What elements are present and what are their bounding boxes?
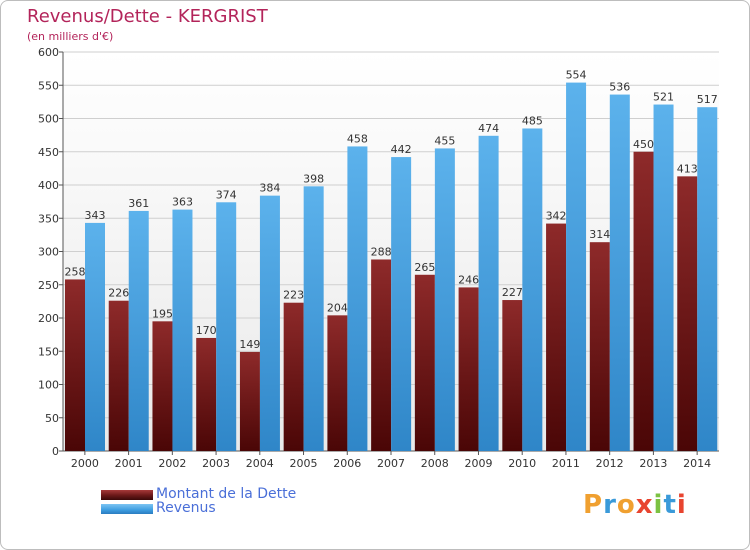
y-tick-label: 200 — [38, 312, 59, 325]
x-tick-label: 2012 — [596, 457, 624, 470]
data-label-dette: 265 — [414, 261, 435, 274]
x-tick-label: 2006 — [333, 457, 361, 470]
data-label-dette: 314 — [589, 228, 610, 241]
bar-revenus — [522, 128, 543, 451]
bar-revenus — [128, 210, 149, 451]
x-tick-label: 2011 — [552, 457, 580, 470]
y-tick-label: 300 — [38, 246, 59, 259]
data-label-revenus: 374 — [216, 188, 237, 201]
bar-dette — [371, 259, 392, 451]
data-label-revenus: 343 — [85, 209, 106, 222]
data-label-revenus: 485 — [522, 114, 543, 127]
x-tick-label: 2008 — [421, 457, 449, 470]
data-label-revenus: 442 — [391, 143, 412, 156]
bar-dette — [239, 351, 260, 451]
data-label-dette: 342 — [546, 210, 567, 223]
data-label-revenus: 536 — [609, 81, 630, 94]
data-label-dette: 149 — [239, 338, 260, 351]
bar-revenus — [172, 209, 193, 451]
y-tick-label: 400 — [38, 179, 59, 192]
legend-label-dette: Montant de la Dette — [156, 486, 297, 502]
x-tick-label: 2013 — [639, 457, 667, 470]
data-label-revenus: 521 — [653, 91, 674, 104]
data-label-revenus: 517 — [697, 93, 718, 106]
legend-swatch-revenus — [101, 504, 153, 514]
x-tick-label: 2010 — [508, 457, 536, 470]
y-tick-label: 500 — [38, 113, 59, 126]
bar-revenus — [259, 195, 280, 451]
bar-revenus — [216, 202, 237, 451]
bar-revenus — [434, 148, 455, 452]
bar-revenus — [566, 82, 587, 451]
x-tick-label: 2005 — [290, 457, 318, 470]
data-label-dette: 227 — [502, 286, 523, 299]
data-label-dette: 413 — [677, 162, 698, 175]
bar-dette — [458, 287, 479, 451]
proxiti-logo: Proxiti — [583, 490, 687, 520]
data-label-dette: 170 — [196, 324, 217, 337]
bar-revenus — [609, 94, 630, 451]
x-tick-label: 2009 — [464, 457, 492, 470]
bar-dette — [677, 176, 698, 452]
y-tick-label: 100 — [38, 379, 59, 392]
bar-revenus — [303, 186, 324, 451]
chart-title: Revenus/Dette - KERGRIST — [27, 6, 268, 27]
data-label-dette: 226 — [108, 287, 129, 300]
y-tick-label: 600 — [38, 46, 59, 59]
bar-revenus — [653, 104, 674, 451]
bar-revenus — [697, 107, 718, 451]
y-tick-label: 0 — [52, 445, 59, 458]
bar-dette — [152, 321, 173, 451]
y-tick-label: 250 — [38, 279, 59, 292]
y-tick-label: 350 — [38, 212, 59, 225]
data-label-revenus: 363 — [172, 196, 193, 209]
bar-revenus — [85, 222, 105, 451]
x-tick-label: 2002 — [158, 457, 186, 470]
bar-revenus — [347, 146, 368, 451]
y-tick-label: 550 — [38, 79, 59, 92]
x-tick-label: 2014 — [683, 457, 711, 470]
data-label-revenus: 458 — [347, 132, 368, 145]
data-label-dette: 258 — [65, 265, 86, 278]
x-tick-label: 2003 — [202, 457, 230, 470]
data-label-revenus: 361 — [128, 197, 149, 210]
x-tick-label: 2001 — [115, 457, 143, 470]
data-label-revenus: 554 — [566, 69, 587, 82]
x-tick-label: 2000 — [71, 457, 99, 470]
legend-label-revenus: Revenus — [156, 500, 216, 516]
bar-revenus — [391, 157, 412, 451]
data-label-dette: 450 — [633, 138, 654, 151]
data-label-dette: 246 — [458, 273, 479, 286]
legend-swatch-dette — [101, 490, 153, 500]
data-label-revenus: 474 — [478, 122, 499, 135]
bar-dette — [502, 300, 523, 451]
bar-revenus — [478, 135, 499, 452]
bar-dette — [546, 223, 567, 451]
bar-dette — [633, 151, 654, 451]
chart-subtitle: (en milliers d'€) — [27, 30, 114, 43]
x-tick-label: 2007 — [377, 457, 405, 470]
y-tick-label: 450 — [38, 146, 59, 159]
data-label-dette: 288 — [371, 245, 392, 258]
data-label-dette: 204 — [327, 301, 348, 314]
bar-dette — [196, 337, 217, 451]
bar-dette — [108, 300, 129, 451]
data-label-revenus: 384 — [259, 182, 280, 195]
data-label-dette: 223 — [283, 289, 304, 302]
bar-dette — [283, 302, 304, 451]
bar-dette — [589, 242, 610, 451]
y-tick-label: 50 — [45, 412, 59, 425]
data-label-revenus: 455 — [434, 134, 455, 147]
y-tick-label: 150 — [38, 345, 59, 358]
bar-dette — [327, 315, 348, 451]
bar-dette — [65, 279, 85, 451]
data-label-dette: 195 — [152, 307, 173, 320]
bar-dette — [414, 274, 435, 451]
data-label-revenus: 398 — [303, 172, 324, 185]
x-tick-label: 2004 — [246, 457, 274, 470]
